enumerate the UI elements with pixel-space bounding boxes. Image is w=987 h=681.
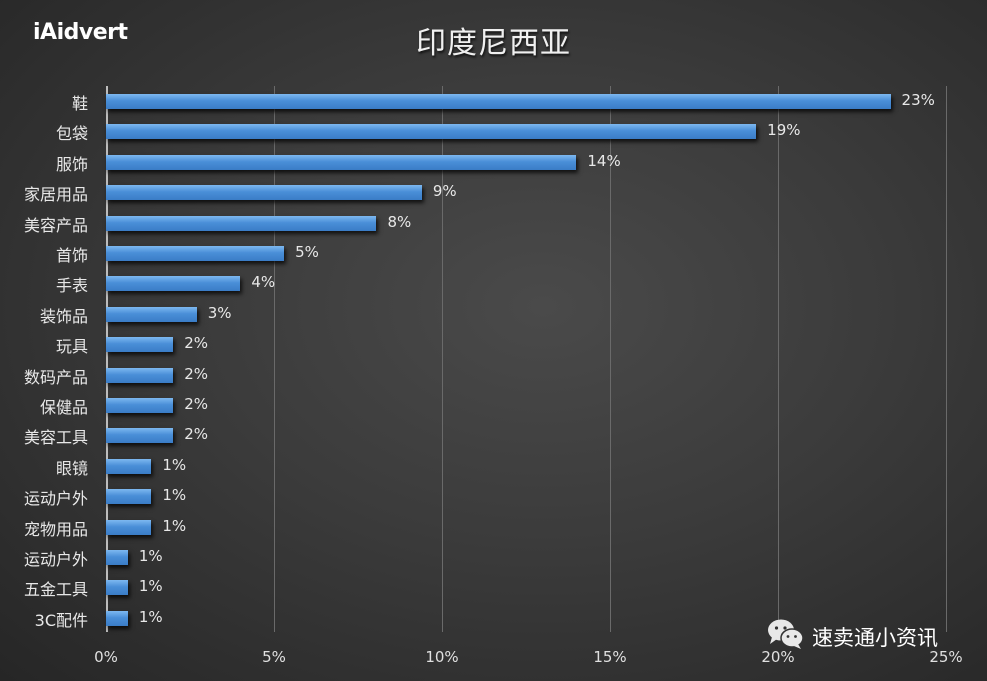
category-label: 运动户外 [23, 550, 88, 569]
value-label: 2% [184, 425, 208, 444]
value-label: 9% [432, 182, 457, 201]
bar [106, 185, 422, 201]
watermark: 速卖通小资讯 [766, 618, 938, 655]
category-label: 美容产品 [23, 215, 88, 235]
x-tick-label: 10% [425, 648, 459, 666]
bar-row: 鞋 23% [0, 86, 987, 116]
gridline [610, 86, 611, 632]
bar [106, 94, 891, 109]
value-label: 3% [207, 303, 232, 322]
value-label: 1% [138, 577, 163, 596]
bar [106, 276, 241, 292]
value-label: 1% [138, 547, 163, 565]
bar [106, 337, 174, 353]
bar [106, 610, 128, 626]
bar-row: 家居用品 9% [0, 177, 987, 207]
bar [106, 154, 577, 170]
bar [106, 367, 174, 383]
category-label: 首饰 [55, 246, 88, 265]
aidvert-logo: iAidvert [33, 20, 128, 45]
bar [106, 489, 152, 505]
x-tick-label: 15% [593, 648, 627, 666]
value-label: 8% [387, 212, 412, 231]
plot-area: 鞋 23% 包袋 19% 服饰 14% 家居用品 9% 美容产品 8% 首饰 5% 手表 4% 装饰品 3% 玩… [24, 86, 947, 632]
x-tick-label: 20% [761, 648, 795, 666]
bar [106, 124, 757, 140]
value-label: 5% [295, 243, 319, 261]
value-label: 1% [162, 486, 187, 505]
bar-row: 美容产品 8% [0, 208, 987, 238]
value-label: 2% [184, 395, 208, 413]
bar-row: 玩具 2% [0, 329, 987, 359]
bar-row: 运动户外 1% [0, 481, 987, 511]
value-label: 1% [138, 607, 163, 626]
category-label: 宠物用品 [23, 519, 88, 539]
value-label: 1% [162, 455, 187, 474]
gridline [274, 86, 275, 632]
category-label: 运动户外 [23, 489, 88, 509]
bar-row: 美容工具 2% [0, 420, 987, 450]
x-tick-label: 5% [262, 648, 286, 666]
bar [106, 550, 128, 565]
gridline [442, 86, 443, 632]
chart-title: 印度尼西亚 [416, 26, 571, 61]
category-label: 装饰品 [39, 306, 88, 326]
bar [106, 580, 128, 596]
bar [106, 519, 152, 535]
x-tick-label: 25% [929, 648, 963, 666]
value-label: 19% [767, 121, 801, 140]
bar [106, 398, 174, 413]
bar [106, 458, 152, 474]
bar [106, 215, 377, 231]
category-label: 眼镜 [55, 458, 88, 478]
bar-row: 宠物用品 1% [0, 512, 987, 542]
value-label: 23% [901, 91, 935, 109]
gridline [946, 86, 947, 632]
category-label: 服饰 [55, 154, 88, 174]
category-label: 家居用品 [23, 185, 88, 205]
value-label: 2% [184, 334, 208, 353]
category-label: 五金工具 [23, 580, 88, 600]
watermark-text: 速卖通小资讯 [812, 625, 938, 650]
bar-row: 保健品 2% [0, 390, 987, 420]
bar-row: 运动户外 1% [0, 542, 987, 572]
bar-row: 五金工具 1% [0, 572, 987, 602]
bar [106, 306, 197, 322]
gridline [778, 86, 779, 632]
value-label: 2% [184, 364, 208, 383]
y-axis-line [106, 86, 108, 632]
category-label: 鞋 [71, 94, 88, 113]
x-tick-label: 0% [94, 648, 118, 666]
category-label: 数码产品 [23, 367, 88, 387]
value-label: 14% [587, 151, 621, 170]
category-label: 保健品 [39, 398, 88, 417]
bar-row: 装饰品 3% [0, 299, 987, 329]
bar-row: 眼镜 1% [0, 451, 987, 481]
value-label: 1% [162, 516, 187, 535]
category-label: 手表 [55, 276, 88, 296]
bar-row: 手表 4% [0, 268, 987, 298]
bar-row: 3C配件 1% [0, 603, 987, 633]
bar [106, 246, 285, 261]
bar [106, 428, 174, 444]
category-label: 玩具 [55, 337, 88, 357]
bar-row: 服饰 14% [0, 147, 987, 177]
category-label: 包袋 [55, 124, 88, 144]
bar-row: 数码产品 2% [0, 360, 987, 390]
bar-row: 首饰 5% [0, 238, 987, 268]
bar-row: 包袋 19% [0, 116, 987, 146]
category-label: 美容工具 [23, 428, 88, 448]
wechat-icon [766, 618, 806, 655]
category-label: 3C配件 [34, 610, 88, 630]
value-label: 4% [251, 273, 276, 292]
